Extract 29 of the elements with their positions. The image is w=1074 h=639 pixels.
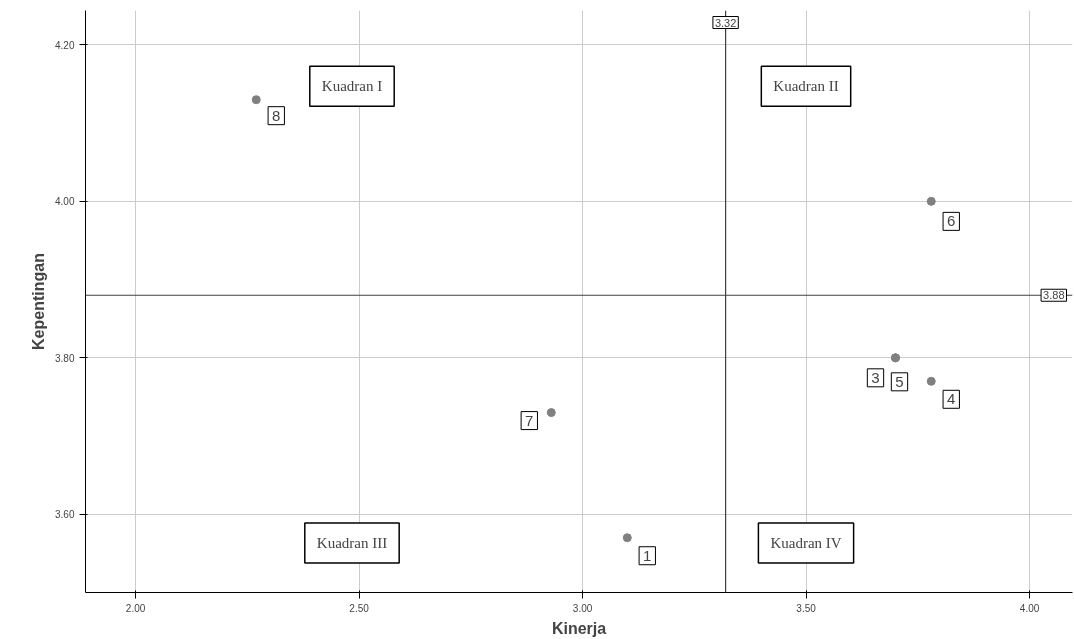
point xyxy=(546,408,556,418)
point xyxy=(251,95,261,105)
annotation: Kuadran I xyxy=(321,78,383,95)
series-label: 1 xyxy=(643,546,652,564)
series-label: 8 xyxy=(272,106,281,124)
series-label: 6 xyxy=(947,212,956,230)
x-tick-label: 3.50 xyxy=(796,602,817,614)
y-tick-label: 4.20 xyxy=(55,39,75,51)
x-tick-label: 3.00 xyxy=(572,602,593,614)
point xyxy=(926,376,936,386)
y-tick-label: 3.80 xyxy=(55,352,75,364)
x-axis-title: Kinerja xyxy=(551,619,607,637)
series-label: 4 xyxy=(947,390,956,408)
annotation: Kuadran II xyxy=(773,78,839,95)
x-tick-label: 2.00 xyxy=(125,602,146,614)
point xyxy=(926,196,936,206)
series-label: 5 xyxy=(895,372,904,390)
point xyxy=(622,533,632,543)
annotation: Kuadran III xyxy=(316,535,388,552)
y-tick-label: 3.60 xyxy=(55,509,75,521)
x-tick-label: 4.00 xyxy=(1019,602,1040,614)
ref-line-label: 3.88 xyxy=(1043,289,1065,302)
series-label: 3 xyxy=(871,368,880,386)
series-label: 7 xyxy=(525,411,534,429)
y-tick-label: 4.00 xyxy=(55,196,75,208)
annotation: Kuadran IV xyxy=(770,535,842,552)
x-tick-label: 2.50 xyxy=(349,602,370,614)
ref-line-label: 3.32 xyxy=(714,16,737,29)
y-axis-title: Kepentingan xyxy=(30,253,48,350)
